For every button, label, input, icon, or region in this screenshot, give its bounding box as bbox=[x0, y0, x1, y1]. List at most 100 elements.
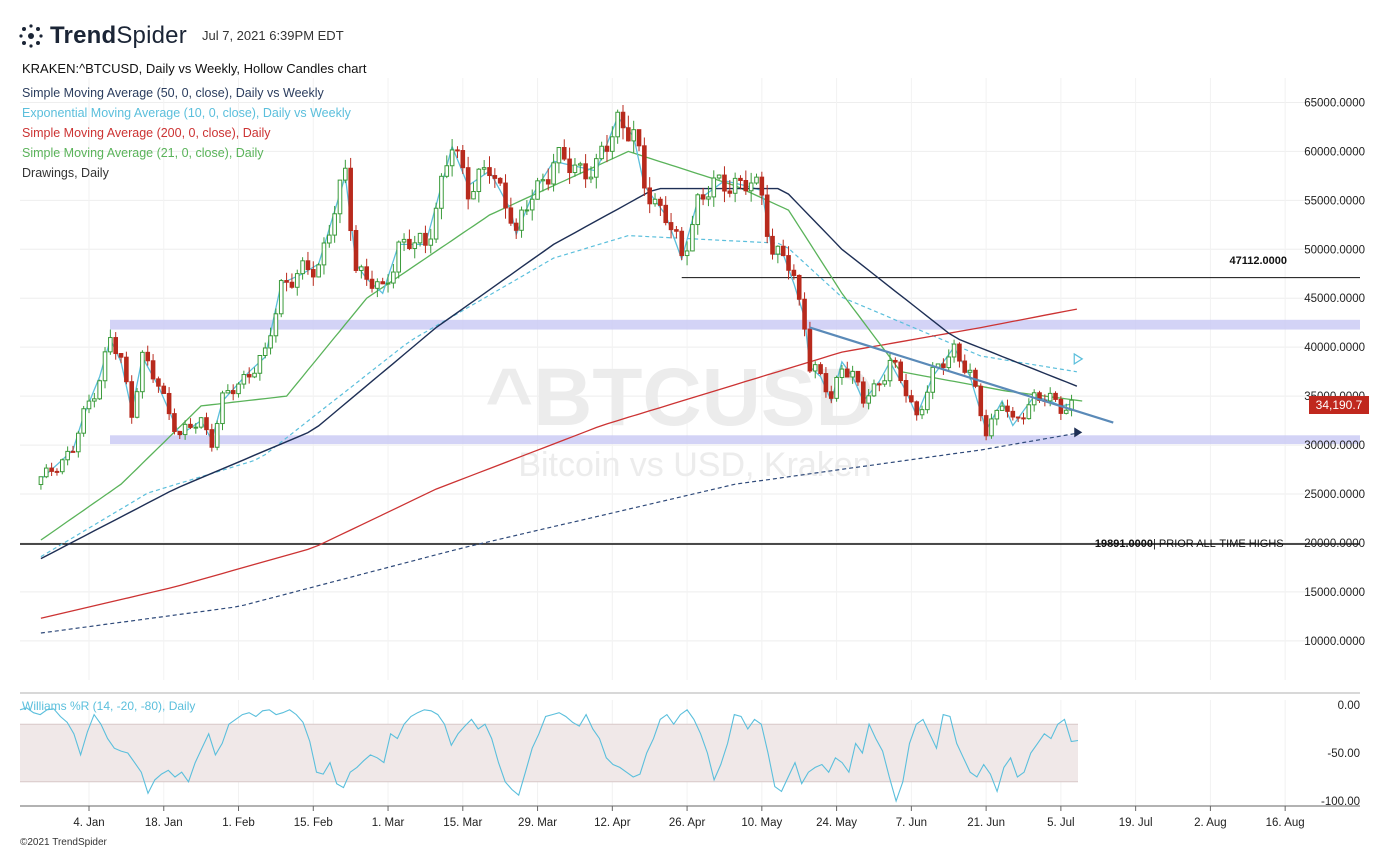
candle-body[interactable] bbox=[722, 174, 727, 192]
candle-body[interactable] bbox=[145, 351, 151, 362]
candle-body[interactable] bbox=[668, 222, 674, 231]
candle-body[interactable] bbox=[989, 418, 994, 437]
candle-body[interactable] bbox=[43, 467, 49, 478]
candle-body[interactable] bbox=[129, 381, 135, 418]
candle-body[interactable] bbox=[343, 167, 348, 181]
candle-body[interactable] bbox=[209, 429, 215, 448]
candle-body[interactable] bbox=[60, 459, 65, 473]
legend-sma21[interactable]: Simple Moving Average (21, 0, close), Da… bbox=[22, 146, 264, 160]
candle-body[interactable] bbox=[476, 168, 482, 193]
legend-sma200[interactable]: Simple Moving Average (200, 0, close), D… bbox=[22, 126, 271, 140]
candle-body[interactable] bbox=[1047, 392, 1053, 402]
candle-body[interactable] bbox=[359, 266, 364, 271]
candle-body[interactable] bbox=[257, 354, 263, 374]
candle-body[interactable] bbox=[471, 191, 476, 200]
candle-body[interactable] bbox=[108, 337, 113, 353]
candle-body[interactable] bbox=[690, 224, 695, 252]
candle-body[interactable] bbox=[663, 204, 669, 224]
candle-body[interactable] bbox=[246, 374, 252, 378]
candle-body[interactable] bbox=[978, 385, 984, 417]
candle-body[interactable] bbox=[962, 360, 968, 373]
candle-body[interactable] bbox=[102, 351, 108, 382]
candle-body[interactable] bbox=[679, 230, 685, 257]
candle-body[interactable] bbox=[412, 242, 418, 249]
candle-body[interactable] bbox=[791, 269, 797, 276]
candle-body[interactable] bbox=[198, 417, 204, 428]
candle-body[interactable] bbox=[380, 281, 385, 285]
candle-body[interactable] bbox=[716, 174, 722, 179]
candle-body[interactable] bbox=[588, 176, 594, 180]
support-zone[interactable] bbox=[110, 319, 1360, 330]
candle-body[interactable] bbox=[140, 351, 145, 393]
candle-body[interactable] bbox=[545, 179, 551, 185]
candle-body[interactable] bbox=[86, 400, 92, 410]
candle-body[interactable] bbox=[594, 158, 599, 178]
candle-body[interactable] bbox=[540, 179, 546, 182]
candle-body[interactable] bbox=[903, 380, 909, 397]
candle-body[interactable] bbox=[770, 235, 775, 255]
candle-body[interactable] bbox=[1010, 410, 1016, 418]
candle-body[interactable] bbox=[967, 369, 973, 373]
candle-body[interactable] bbox=[327, 234, 332, 244]
candle-body[interactable] bbox=[503, 182, 508, 209]
candle-body[interactable] bbox=[460, 150, 466, 169]
candle-body[interactable] bbox=[748, 182, 754, 192]
candle-body[interactable] bbox=[930, 366, 936, 393]
candle-body[interactable] bbox=[166, 392, 172, 415]
candle-body[interactable] bbox=[711, 177, 717, 198]
candle-body[interactable] bbox=[861, 381, 866, 404]
candle-body[interactable] bbox=[172, 413, 177, 432]
candle-body[interactable] bbox=[519, 209, 524, 231]
candle-body[interactable] bbox=[818, 364, 823, 375]
candle-body[interactable] bbox=[604, 145, 610, 152]
candle-body[interactable] bbox=[871, 383, 877, 397]
candle-body[interactable] bbox=[76, 432, 81, 453]
candle-body[interactable] bbox=[188, 423, 193, 428]
candle-body[interactable] bbox=[572, 164, 578, 174]
candle-body[interactable] bbox=[529, 198, 535, 211]
candle-body[interactable] bbox=[284, 280, 289, 283]
candle-body[interactable] bbox=[230, 390, 236, 395]
candle-body[interactable] bbox=[887, 359, 893, 382]
candle-body[interactable] bbox=[455, 149, 460, 152]
candle-body[interactable] bbox=[583, 163, 588, 180]
candle-body[interactable] bbox=[652, 198, 658, 205]
candle-body[interactable] bbox=[134, 391, 140, 418]
candle-body[interactable] bbox=[465, 167, 471, 200]
candle-body[interactable] bbox=[983, 415, 989, 437]
candle-body[interactable] bbox=[754, 176, 759, 184]
candle-body[interactable] bbox=[92, 398, 97, 402]
candle-body[interactable] bbox=[150, 360, 156, 380]
candle-body[interactable] bbox=[957, 343, 962, 362]
candle-body[interactable] bbox=[946, 356, 952, 369]
candle-body[interactable] bbox=[262, 347, 268, 356]
candle-body[interactable] bbox=[524, 209, 530, 212]
candle-body[interactable] bbox=[743, 180, 749, 192]
candle-body[interactable] bbox=[684, 250, 690, 257]
candle-body[interactable] bbox=[599, 145, 604, 160]
candle-body[interactable] bbox=[225, 390, 231, 394]
candle-body[interactable] bbox=[492, 175, 498, 179]
candle-body[interactable] bbox=[700, 194, 706, 200]
candle-body[interactable] bbox=[732, 177, 738, 194]
candle-body[interactable] bbox=[444, 165, 450, 177]
candle-body[interactable] bbox=[305, 260, 311, 271]
candle-body[interactable] bbox=[535, 180, 540, 200]
candle-body[interactable] bbox=[481, 167, 487, 170]
candle-body[interactable] bbox=[802, 298, 807, 330]
candle-body[interactable] bbox=[332, 213, 337, 236]
candle-body[interactable] bbox=[893, 359, 898, 363]
candle-body[interactable] bbox=[273, 313, 279, 337]
candle-body[interactable] bbox=[914, 401, 920, 416]
candle-body[interactable] bbox=[81, 408, 86, 434]
candles[interactable] bbox=[38, 105, 1074, 490]
candle-body[interactable] bbox=[401, 238, 407, 243]
candle-body[interactable] bbox=[642, 145, 647, 189]
candle-body[interactable] bbox=[706, 196, 711, 200]
candle-body[interactable] bbox=[204, 417, 209, 431]
candle-body[interactable] bbox=[823, 373, 829, 393]
candle-body[interactable] bbox=[834, 376, 839, 399]
candle-body[interactable] bbox=[855, 370, 861, 383]
candle-body[interactable] bbox=[113, 337, 119, 355]
support-zones[interactable] bbox=[110, 319, 1360, 445]
